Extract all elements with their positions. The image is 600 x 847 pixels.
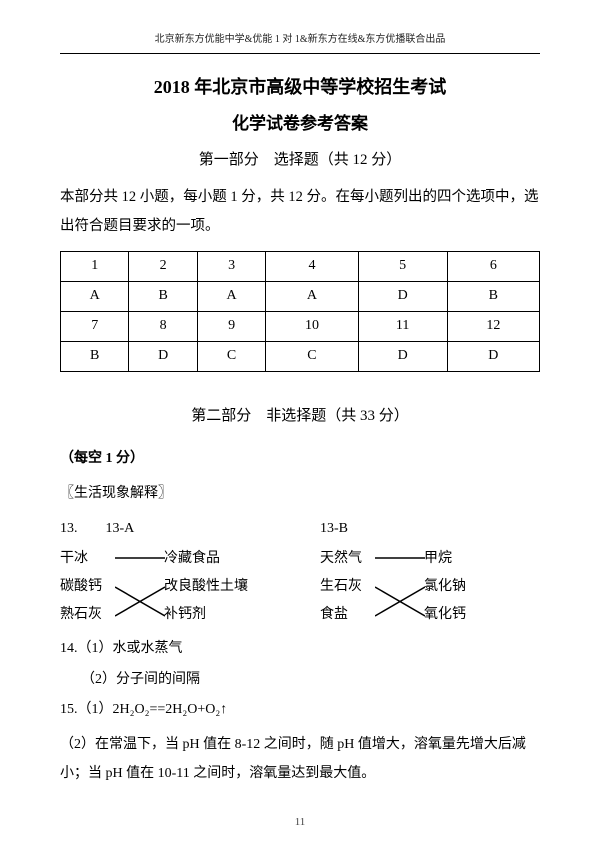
cell-ans: C bbox=[266, 341, 358, 371]
per-blank-note: （每空 1 分） bbox=[60, 446, 540, 473]
cell-ans: B bbox=[61, 341, 129, 371]
exam-page: 北京新东方优能中学&优能 1 对 1&新东方在线&东方优播联合出品 2018 年… bbox=[0, 0, 600, 847]
match-left-col: 干冰 碳酸钙 熟石灰 bbox=[60, 546, 120, 628]
match-item: 食盐 bbox=[320, 602, 380, 629]
cell-ans: D bbox=[358, 341, 447, 371]
cell-num: 10 bbox=[266, 311, 358, 341]
q13a-column: 13. 13-A 干冰 碳酸钙 熟石灰 冷藏食品 改良酸性土壤 补钙剂 bbox=[60, 516, 270, 629]
title-sub: 化学试卷参考答案 bbox=[60, 108, 540, 140]
cell-num: 8 bbox=[129, 311, 197, 341]
q13a-label: 13. 13-A bbox=[60, 516, 270, 543]
match-right-col: 冷藏食品 改良酸性土壤 补钙剂 bbox=[164, 546, 274, 628]
match-lines-a bbox=[115, 548, 165, 626]
match-grid-b: 天然气 生石灰 食盐 甲烷 氯化钠 氧化钙 bbox=[320, 546, 530, 628]
cell-num: 7 bbox=[61, 311, 129, 341]
table-row: A B A A D B bbox=[61, 281, 540, 311]
cell-num: 4 bbox=[266, 251, 358, 281]
q14-2: （2）分子间的间隔 bbox=[60, 667, 540, 694]
match-right-col: 甲烷 氯化钠 氧化钙 bbox=[424, 546, 534, 628]
title-main: 2018 年北京市高级中等学校招生考试 bbox=[60, 70, 540, 104]
cell-ans: D bbox=[129, 341, 197, 371]
cell-ans: C bbox=[197, 341, 265, 371]
q13-matching: 13. 13-A 干冰 碳酸钙 熟石灰 冷藏食品 改良酸性土壤 补钙剂 bbox=[60, 516, 540, 629]
q13b-column: 13-B 天然气 生石灰 食盐 甲烷 氯化钠 氧化钙 bbox=[320, 516, 530, 629]
cell-num: 5 bbox=[358, 251, 447, 281]
match-grid-a: 干冰 碳酸钙 熟石灰 冷藏食品 改良酸性土壤 补钙剂 bbox=[60, 546, 270, 628]
cell-ans: B bbox=[129, 281, 197, 311]
match-item: 补钙剂 bbox=[164, 602, 274, 629]
table-row: 1 2 3 4 5 6 bbox=[61, 251, 540, 281]
table-row: 7 8 9 10 11 12 bbox=[61, 311, 540, 341]
match-item: 碳酸钙 bbox=[60, 574, 120, 601]
match-item: 冷藏食品 bbox=[164, 546, 274, 573]
cell-num: 6 bbox=[447, 251, 539, 281]
match-item: 氧化钙 bbox=[424, 602, 534, 629]
part1-intro: 本部分共 12 小题，每小题 1 分，共 12 分。在每小题列出的四个选项中，选… bbox=[60, 183, 540, 241]
match-item: 熟石灰 bbox=[60, 602, 120, 629]
cell-ans: A bbox=[197, 281, 265, 311]
cell-ans: A bbox=[61, 281, 129, 311]
part2-title: 第二部分 非选择题（共 33 分） bbox=[60, 402, 540, 431]
match-lines-b bbox=[375, 548, 425, 626]
cell-num: 2 bbox=[129, 251, 197, 281]
match-item: 甲烷 bbox=[424, 546, 534, 573]
cell-num: 11 bbox=[358, 311, 447, 341]
match-left-col: 天然气 生石灰 食盐 bbox=[320, 546, 380, 628]
cell-num: 1 bbox=[61, 251, 129, 281]
cell-ans: B bbox=[447, 281, 539, 311]
q13b-label: 13-B bbox=[320, 516, 530, 543]
match-item: 氯化钠 bbox=[424, 574, 534, 601]
page-number: 11 bbox=[0, 812, 600, 833]
answer-table: 1 2 3 4 5 6 A B A A D B 7 8 9 10 11 12 B… bbox=[60, 251, 540, 372]
header-source: 北京新东方优能中学&优能 1 对 1&新东方在线&东方优播联合出品 bbox=[60, 30, 540, 49]
q15-1: 15.（1）2H₂O₂==2H₂O+O₂↑ bbox=[60, 697, 540, 724]
cell-num: 3 bbox=[197, 251, 265, 281]
match-item: 天然气 bbox=[320, 546, 380, 573]
q14-1: 14.（1）水或水蒸气 bbox=[60, 636, 540, 663]
category-title: 〖生活现象解释〗 bbox=[60, 481, 540, 508]
cell-ans: D bbox=[447, 341, 539, 371]
q15-2: （2）在常温下，当 pH 值在 8-12 之间时，随 pH 值增大，溶氧量先增大… bbox=[60, 730, 540, 789]
header-rule bbox=[60, 53, 540, 54]
cell-ans: A bbox=[266, 281, 358, 311]
cell-num: 9 bbox=[197, 311, 265, 341]
table-row: B D C C D D bbox=[61, 341, 540, 371]
match-item: 改良酸性土壤 bbox=[164, 574, 274, 601]
cell-ans: D bbox=[358, 281, 447, 311]
match-item: 生石灰 bbox=[320, 574, 380, 601]
match-item: 干冰 bbox=[60, 546, 120, 573]
cell-num: 12 bbox=[447, 311, 539, 341]
part1-title: 第一部分 选择题（共 12 分） bbox=[60, 146, 540, 175]
